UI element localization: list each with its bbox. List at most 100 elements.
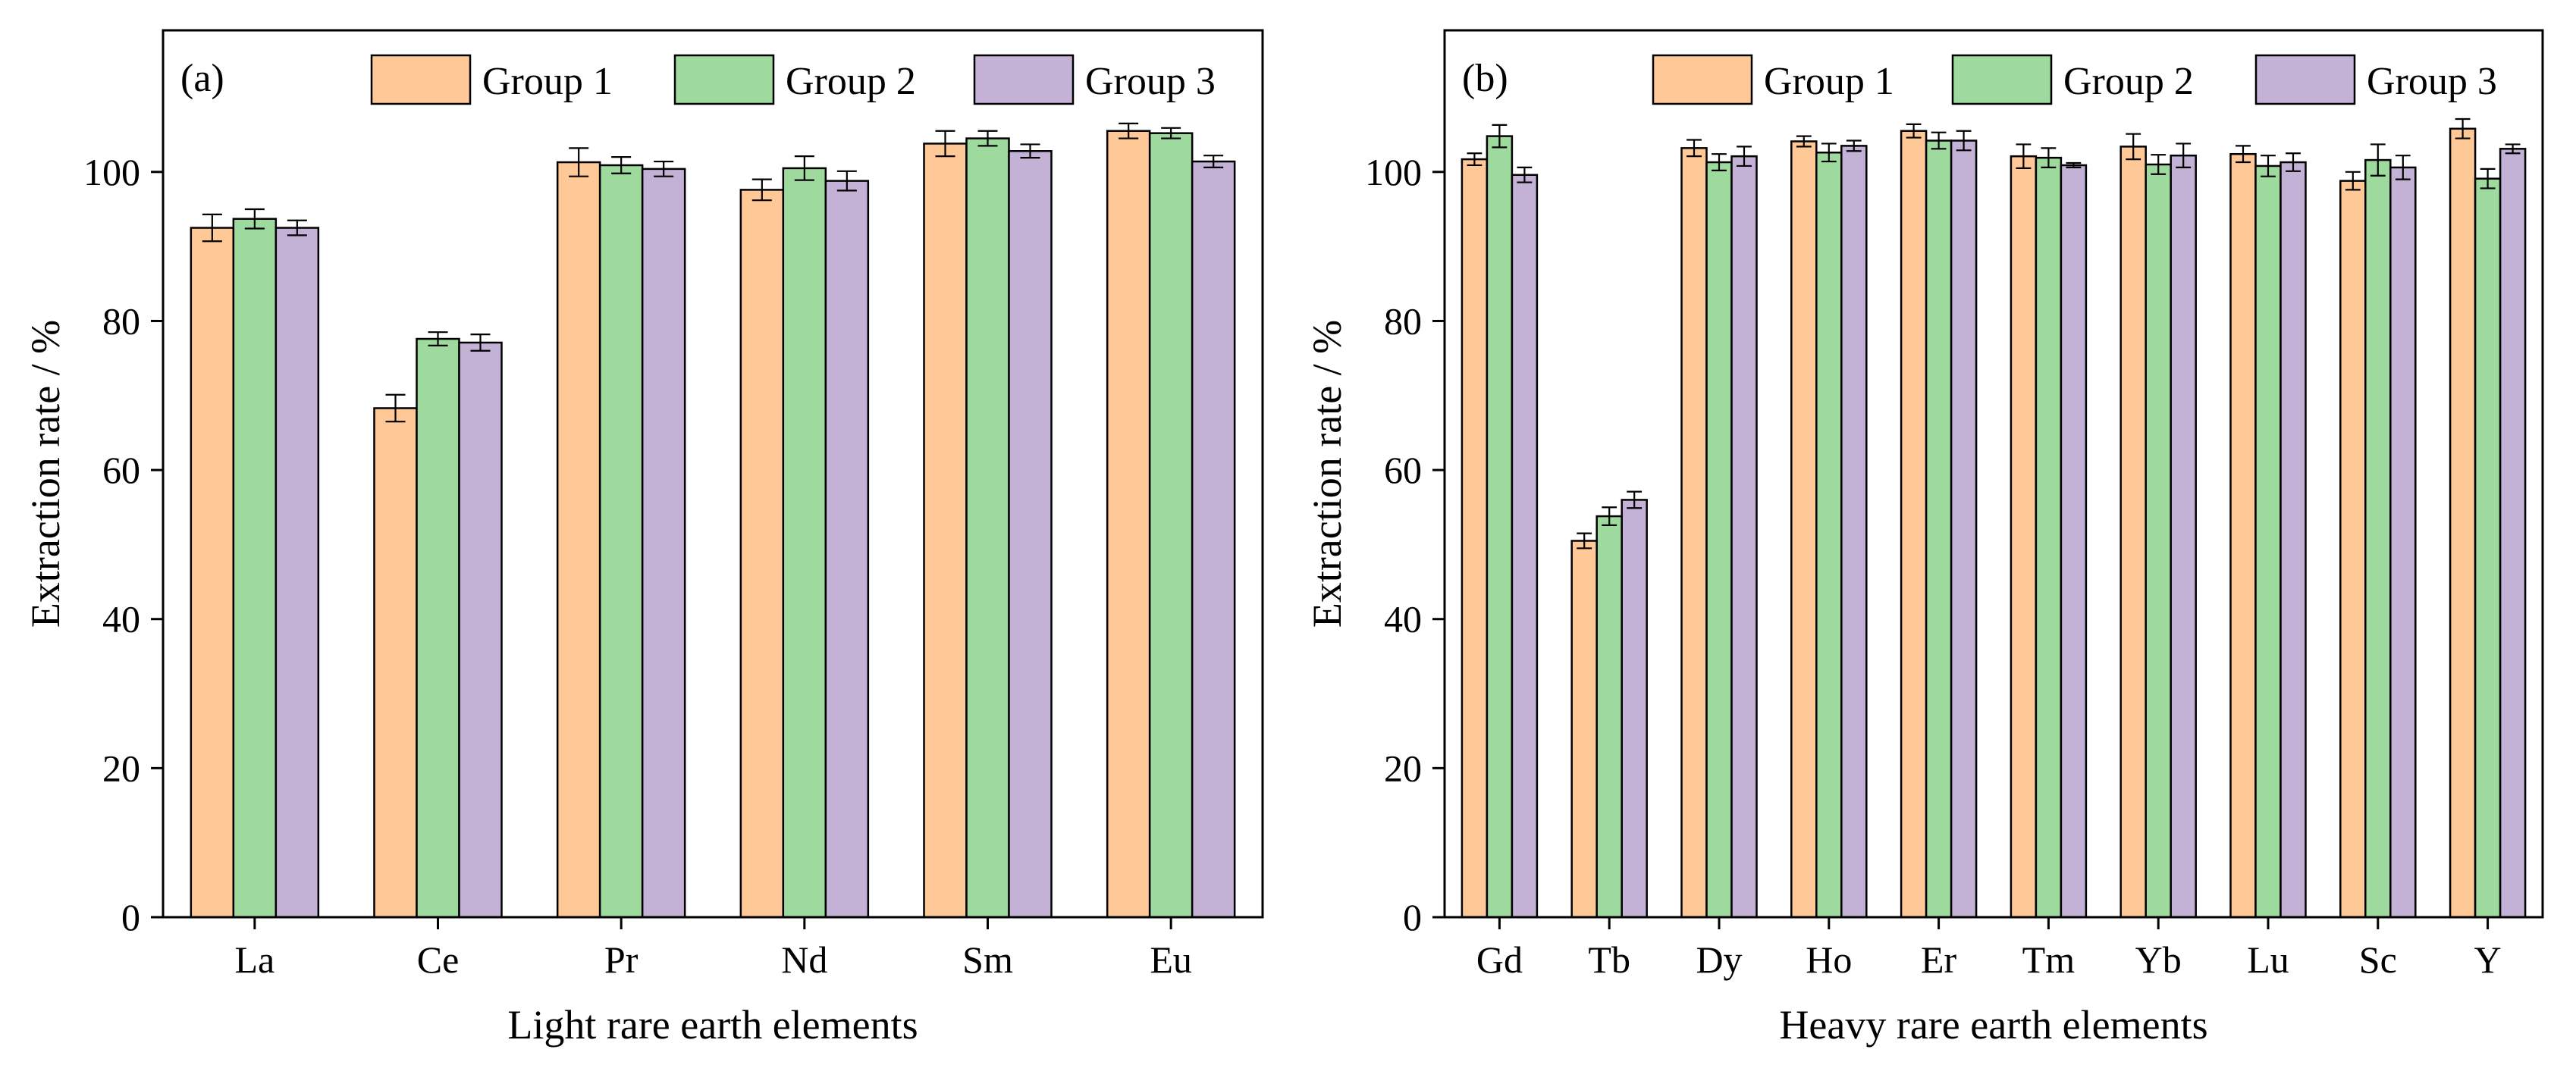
- bar-Tb-group2: [1595, 515, 1623, 919]
- y-tick-label: 100: [83, 151, 140, 193]
- error-bar-Ho-group3: [1846, 139, 1862, 152]
- bar-Ho-group2: [1815, 151, 1843, 919]
- y-tick-label: 60: [1384, 449, 1422, 491]
- bar-Lu-group3: [2279, 161, 2307, 919]
- bar-Yb-group3: [2170, 154, 2197, 919]
- x-tick-label-Lu: Lu: [2247, 938, 2289, 981]
- bar-Sm-group2: [965, 137, 1010, 919]
- x-tick-label-Gd: Gd: [1476, 938, 1523, 981]
- x-tick-label-Eu: Eu: [1150, 938, 1192, 981]
- bar-Y-group1: [2449, 127, 2477, 919]
- legend-label-group1: Group 1: [482, 60, 613, 103]
- bar-Tb-group1: [1570, 540, 1598, 919]
- bar-Gd-group1: [1461, 158, 1489, 919]
- bar-La-group2: [232, 218, 278, 919]
- x-tick-label-Ho: Ho: [1806, 938, 1852, 981]
- y-tick-label: 20: [102, 747, 140, 789]
- chart-panel-b: 0 20 40 60 80 100 Gd Tb Dy Ho Er Tm Yb Lu Sc Y Heavy rar…: [1304, 29, 2544, 1048]
- error-bar-Ce-group2: [428, 331, 448, 346]
- bar-Tm-group1: [2010, 155, 2038, 919]
- legend-swatch-group3: [973, 54, 1075, 105]
- bar-Nd-group2: [782, 167, 827, 919]
- legend: Group 1 Group 2 Group 3: [370, 54, 1216, 105]
- bar-Ho-group3: [1840, 145, 1868, 919]
- bar-Dy-group3: [1730, 155, 1758, 919]
- bar-Nd-group1: [739, 189, 785, 919]
- bar-La-group1: [190, 227, 235, 919]
- error-bar-Er-group3: [1956, 130, 1972, 152]
- error-bar-Sm-group2: [977, 130, 998, 147]
- x-tick-label-Dy: Dy: [1696, 938, 1742, 981]
- error-bar-Dy-group2: [1712, 153, 1727, 171]
- bar-Tb-group3: [1621, 499, 1648, 919]
- bar-Ce-group1: [373, 407, 418, 919]
- y-tick-label: 0: [1403, 896, 1422, 938]
- error-bar-Ce-group1: [385, 393, 406, 423]
- error-bar-Dy-group3: [1737, 146, 1752, 168]
- error-bar-Pr-group2: [611, 156, 632, 174]
- error-bar-Lu-group1: [2236, 145, 2251, 164]
- y-axis-label: Extraction rate / %: [1304, 320, 1350, 628]
- bar-Tm-group3: [2060, 164, 2088, 919]
- x-tick-label-Tb: Tb: [1588, 938, 1630, 981]
- x-tick-label-Tm: Tm: [2022, 938, 2076, 981]
- bar-Eu-group2: [1148, 132, 1194, 919]
- panel-label: (a): [180, 57, 224, 100]
- legend-label-group3: Group 3: [1085, 60, 1216, 103]
- bar-Dy-group1: [1680, 147, 1708, 919]
- panel-label: (b): [1462, 57, 1508, 100]
- legend-label-group2: Group 2: [786, 60, 916, 103]
- bar-Lu-group1: [2229, 152, 2257, 919]
- bar-Sc-group3: [2389, 166, 2417, 919]
- bar-Y-group3: [2499, 148, 2527, 919]
- error-bar-Nd-group1: [751, 178, 772, 202]
- legend-label-group3: Group 3: [2367, 60, 2497, 103]
- y-tick-label: 40: [102, 598, 140, 641]
- error-bar-La-group3: [287, 219, 307, 236]
- bar-Yb-group2: [2145, 163, 2172, 919]
- chart-panel-a: 0 20 40 60 80 100 La Ce Pr Nd Sm Eu Light rare earth…: [23, 29, 1264, 1048]
- bar-La-group3: [275, 227, 320, 919]
- legend-label-group1: Group 1: [1764, 60, 1894, 103]
- error-bar-Pr-group1: [569, 147, 589, 177]
- bar-Pr-group2: [598, 164, 644, 919]
- error-bar-Yb-group1: [2126, 133, 2141, 161]
- bar-Dy-group2: [1705, 161, 1733, 919]
- bar-Eu-group1: [1106, 130, 1151, 919]
- bar-Ho-group1: [1790, 140, 1818, 919]
- bar-Tm-group2: [2035, 156, 2063, 919]
- error-bar-Y-group3: [2505, 143, 2521, 155]
- error-bar-Nd-group3: [836, 170, 857, 192]
- legend: Group 1 Group 2 Group 3: [1652, 54, 2497, 105]
- x-tick-label-Sm: Sm: [962, 938, 1013, 981]
- error-bar-Sc-group3: [2395, 155, 2411, 180]
- y-tick-label: 40: [1384, 598, 1422, 641]
- error-bar-Gd-group2: [1492, 124, 1508, 149]
- x-tick-label-Ce: Ce: [417, 938, 460, 981]
- bar-Sc-group1: [2339, 180, 2367, 919]
- x-tick-label-Sc: Sc: [2359, 938, 2397, 981]
- x-tick-label-Pr: Pr: [604, 938, 639, 981]
- x-axis-label: Light rare earth elements: [507, 1002, 918, 1048]
- legend-swatch-group1: [1652, 54, 1753, 105]
- error-bar-Yb-group3: [2176, 143, 2192, 169]
- error-bar-Ce-group3: [470, 334, 491, 352]
- error-bar-Tb-group2: [1602, 506, 1617, 526]
- bar-Pr-group1: [556, 161, 601, 919]
- y-tick-label: 80: [1384, 299, 1422, 342]
- y-tick-label: 80: [102, 299, 140, 342]
- bar-Yb-group1: [2119, 146, 2147, 919]
- bar-Ce-group3: [458, 341, 503, 919]
- plot-frame: [162, 29, 1264, 919]
- error-bar-Lu-group2: [2261, 155, 2276, 177]
- error-bar-Sm-group1: [935, 130, 955, 158]
- error-bar-Gd-group3: [1517, 166, 1533, 183]
- bar-Sm-group3: [1008, 150, 1053, 919]
- error-bar-Sm-group3: [1020, 143, 1040, 159]
- error-bar-Dy-group1: [1686, 139, 1702, 158]
- legend-label-group2: Group 2: [2063, 60, 2194, 103]
- y-tick-label: 0: [121, 896, 140, 938]
- y-tick-label: 20: [1384, 747, 1422, 789]
- error-bar-Eu-group1: [1119, 122, 1139, 139]
